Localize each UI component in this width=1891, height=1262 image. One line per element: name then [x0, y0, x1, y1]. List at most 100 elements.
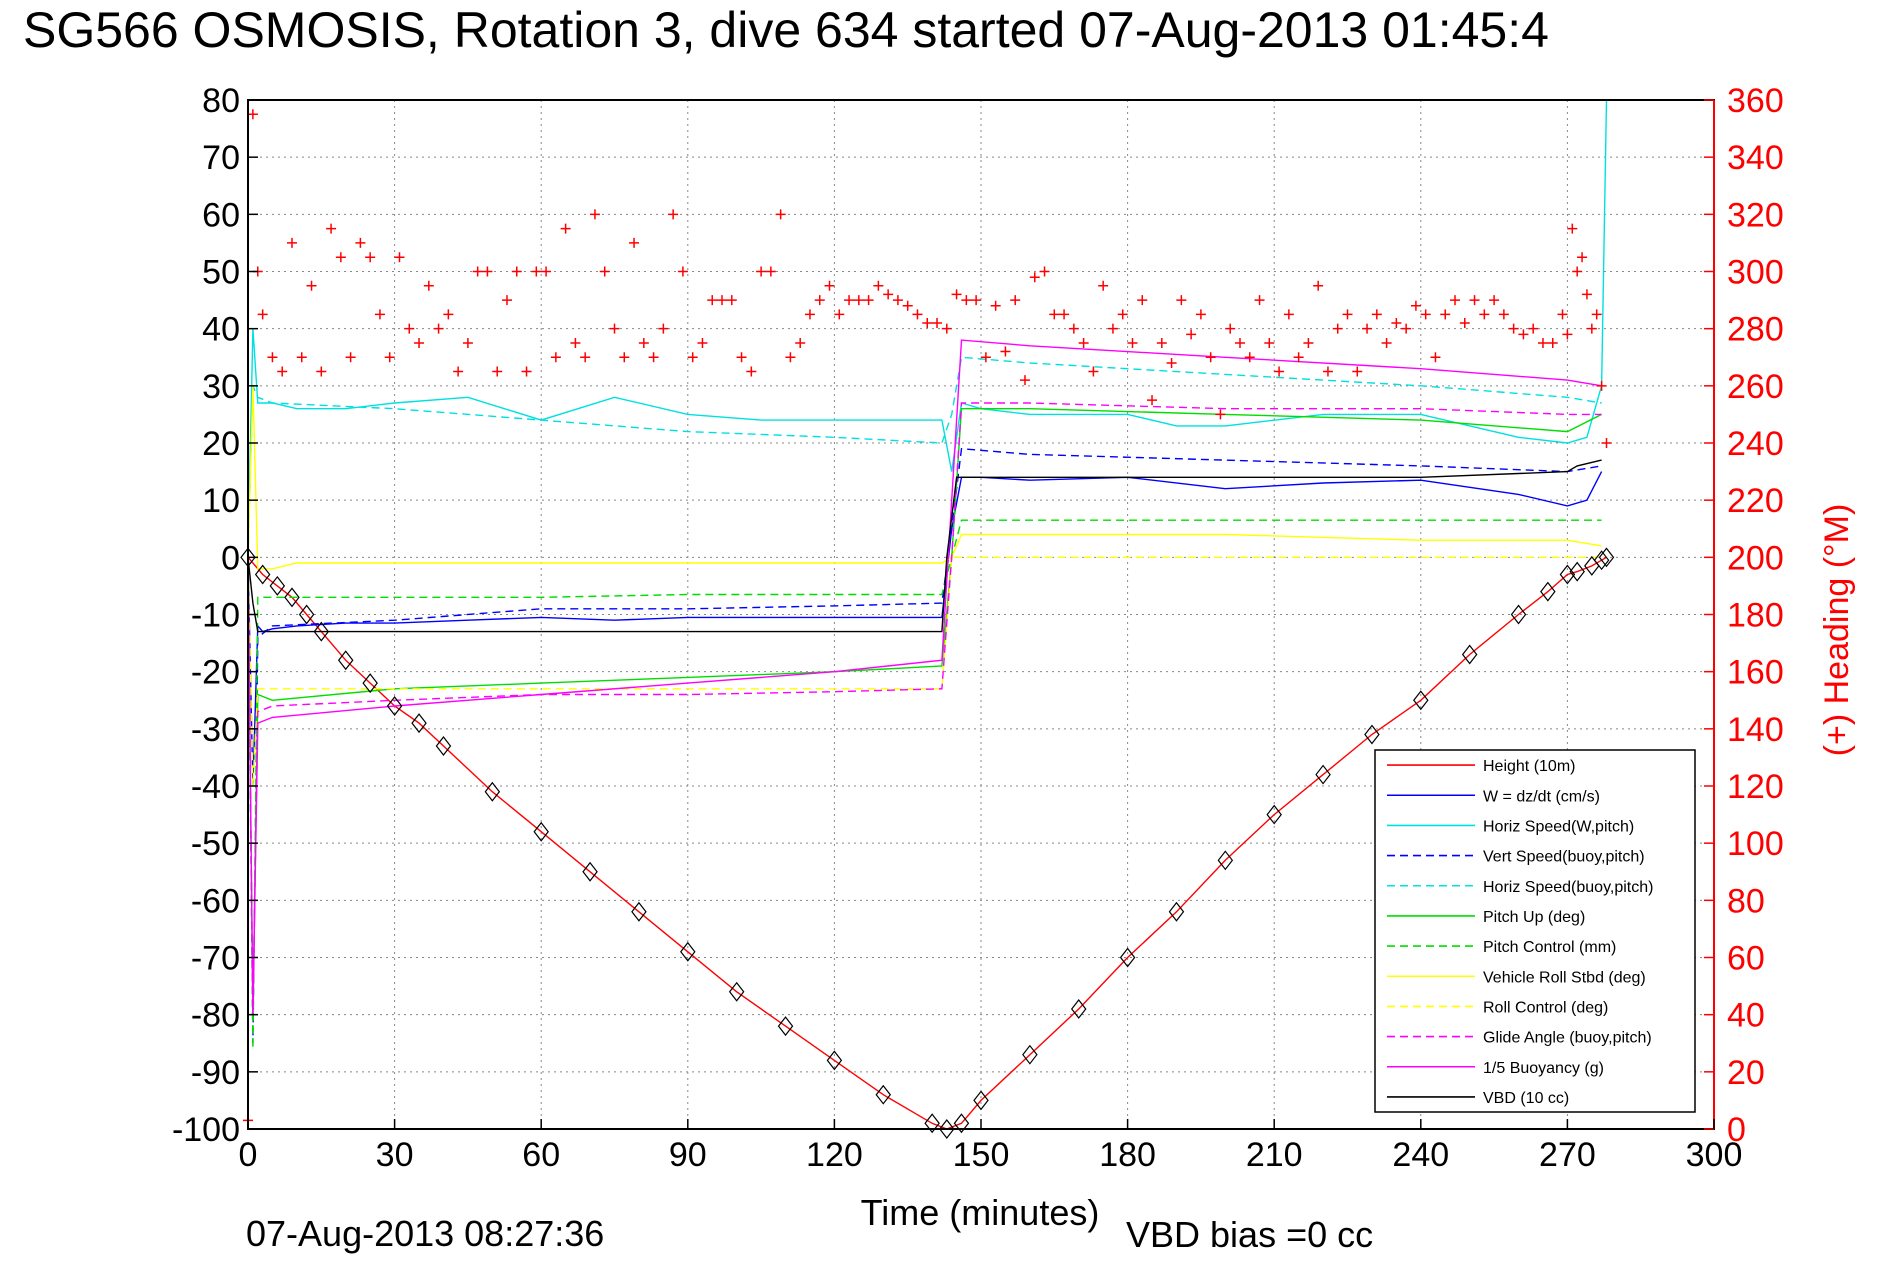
heading-point [423, 280, 434, 291]
heading-point [1166, 357, 1177, 368]
heading-point [1059, 309, 1070, 320]
depth-marker [1413, 690, 1429, 711]
depth-marker [411, 713, 427, 734]
heading-point [1000, 346, 1011, 357]
heading-point [433, 323, 444, 334]
heading-point [1342, 309, 1353, 320]
left-tick-label: 20 [202, 425, 240, 463]
timestamp-label: 07-Aug-2013 08:27:36 [246, 1213, 604, 1254]
right-y-axis: 3603403203002802602402202001801601401201… [1704, 82, 1784, 1149]
heading-point [775, 209, 786, 220]
right-tick-label: 40 [1727, 997, 1765, 1035]
series-line-height-10m [247, 556, 1607, 1130]
heading-point [853, 295, 864, 306]
heading-point [384, 352, 395, 363]
series-line-horiz-speed-buoy-pitch [247, 356, 1602, 558]
right-tick-label: 160 [1727, 654, 1784, 692]
left-tick-label: -100 [172, 1111, 240, 1149]
legend-entry: W = dz/dt (cm/s) [1483, 788, 1600, 805]
right-tick-label: 80 [1727, 882, 1765, 920]
heading-point [1518, 329, 1529, 340]
depth-marker [313, 621, 330, 642]
right-tick-label: 140 [1727, 711, 1784, 749]
depth-marker [1022, 1044, 1038, 1065]
heading-point [1489, 295, 1500, 306]
right-tick-label: 260 [1727, 368, 1784, 406]
legend-entry: Horiz Speed(buoy,pitch) [1483, 879, 1653, 896]
heading-point [941, 323, 952, 334]
heading-point [1401, 323, 1412, 334]
legend-entry: Roll Control (deg) [1483, 999, 1608, 1016]
right-tick-label: 60 [1727, 940, 1765, 978]
series-line-w-dz-dt-cm-s [247, 471, 1603, 787]
x-tick-label: 150 [953, 1136, 1010, 1174]
legend-entry: Pitch Up (deg) [1483, 909, 1585, 926]
heading-point [697, 337, 708, 348]
heading-point [267, 352, 278, 363]
heading-point [1586, 323, 1597, 334]
left-tick-label: 40 [202, 311, 240, 349]
left-tick-label: -40 [191, 768, 240, 806]
x-tick-label: 120 [806, 1136, 863, 1174]
heading-point [990, 300, 1001, 311]
heading-point [374, 309, 385, 320]
right-tick-label: 280 [1727, 311, 1784, 349]
depth-marker [269, 575, 286, 596]
heading-point [1562, 329, 1573, 340]
heading-point [1195, 309, 1206, 320]
heading-point [638, 337, 649, 348]
legend-entry: VBD (10 cc) [1483, 1090, 1569, 1107]
right-tick-label: 300 [1727, 254, 1784, 292]
heading-point [1107, 323, 1118, 334]
heading-point [609, 323, 620, 334]
heading-point [726, 295, 737, 306]
heading-point [1430, 352, 1441, 363]
heading-point [443, 309, 454, 320]
heading-point [746, 366, 757, 377]
heading-point [1362, 323, 1373, 334]
heading-point [1049, 309, 1060, 320]
heading-point [541, 266, 552, 277]
depth-marker [1168, 901, 1185, 922]
depth-marker [484, 781, 501, 802]
right-tick-label: 200 [1727, 539, 1784, 577]
series-line-pitch-control-mm [247, 519, 1602, 1050]
heading-point [1459, 317, 1470, 328]
legend: Height (10m) W = dz/dt (cm/s) Horiz Speed(… [1374, 749, 1696, 1113]
depth-marker [939, 1119, 955, 1139]
heading-point [668, 209, 679, 220]
right-tick-label: 220 [1727, 482, 1784, 520]
x-tick-label: 240 [1392, 1136, 1449, 1174]
heading-point [922, 317, 933, 328]
legend-entry: 1/5 Buoyancy (g) [1483, 1060, 1604, 1077]
depth-marker [1461, 644, 1478, 665]
heading-point [335, 252, 346, 263]
heading-point [1215, 409, 1226, 420]
heading-point [1440, 309, 1451, 320]
heading-point [306, 280, 317, 291]
depth-marker [728, 981, 745, 1002]
heading-point [286, 237, 297, 248]
heading-point [717, 295, 728, 306]
heading-point [1313, 280, 1324, 291]
depth-marker [362, 673, 378, 694]
right-tick-label: 20 [1727, 1054, 1765, 1092]
depth-marker [1559, 564, 1576, 585]
heading-point [824, 280, 835, 291]
series-line-glide-angle-buoy-pitch [247, 402, 1602, 1015]
heading-point [980, 352, 991, 363]
left-tick-label: -80 [191, 997, 240, 1035]
heading-point [1039, 266, 1050, 277]
left-tick-label: 60 [202, 196, 240, 234]
heading-point [932, 317, 943, 328]
heading-point [1274, 366, 1285, 377]
right-tick-label: 100 [1727, 825, 1784, 863]
heading-point [1019, 375, 1030, 386]
heading-point [961, 295, 972, 306]
left-tick-label: -60 [191, 882, 240, 920]
left-tick-label: 50 [202, 254, 240, 292]
heading-point [1254, 295, 1265, 306]
depth-marker [1070, 998, 1087, 1019]
depth-marker [337, 650, 354, 671]
heading-point [1117, 309, 1128, 320]
